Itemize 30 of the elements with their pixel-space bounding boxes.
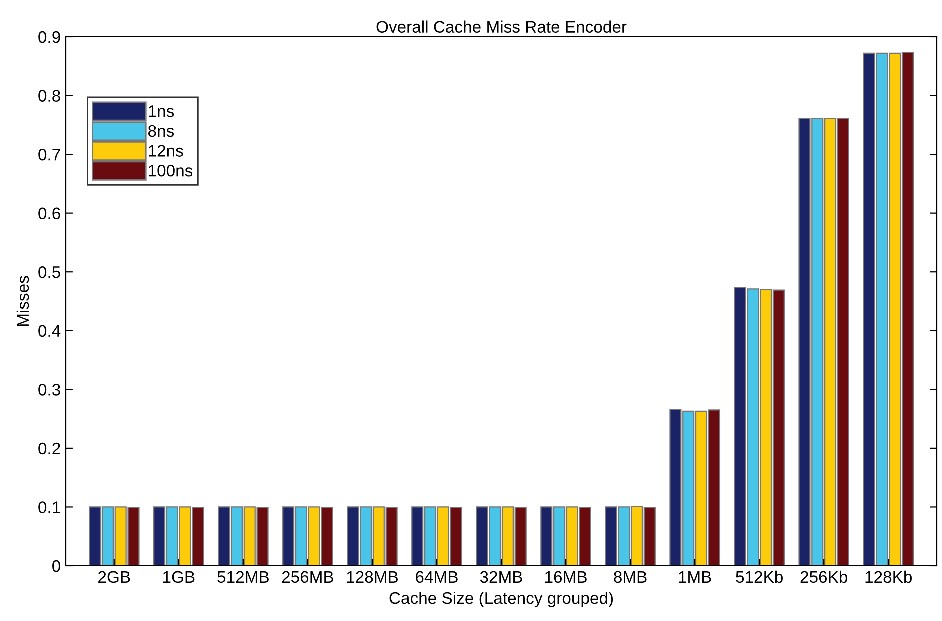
x-axis-title: Cache Size (Latency grouped) [390, 592, 614, 608]
y-tick-label: 0.7 [38, 148, 60, 161]
y-tick-label: 0 [52, 560, 60, 572]
x-tick-label: 512Kb [736, 570, 783, 584]
legend-label: 1ns [149, 106, 174, 118]
y-tick-label: 0.3 [38, 384, 60, 396]
x-tick-label: 128MB [347, 571, 398, 584]
y-tick-label: 0.8 [38, 90, 60, 102]
x-tick-label: 32MB [480, 571, 522, 584]
y-tick-label: 0.1 [38, 502, 60, 514]
legend-label: 8ns [148, 125, 174, 138]
x-tick-label: 128Kb [866, 570, 912, 584]
x-tick-label: 2GB [98, 571, 130, 584]
y-axis-title: Misses [16, 276, 30, 326]
x-tick-label: 1GB [164, 571, 195, 584]
x-tick-label: 8MB [614, 571, 647, 584]
chart-title: Overall Cache Miss Rate Encoder [376, 20, 627, 33]
x-tick-label: 64MB [416, 571, 458, 584]
x-tick-label: 16MB [546, 571, 587, 584]
legend-label: 12ns [149, 145, 184, 157]
y-tick-label: 0.5 [38, 266, 60, 278]
y-tick-label: 0.2 [38, 442, 60, 455]
x-tick-label: 1MB [679, 571, 712, 583]
y-tick-label: 0.9 [38, 31, 60, 44]
y-tick-label: 0.6 [38, 208, 60, 220]
x-tick-label: 256Kb [800, 570, 848, 584]
x-tick-label: 512MB [218, 571, 269, 584]
legend-label: 100ns [149, 164, 193, 177]
x-tick-label: 256MB [282, 571, 334, 584]
y-tick-label: 0.4 [38, 325, 61, 338]
